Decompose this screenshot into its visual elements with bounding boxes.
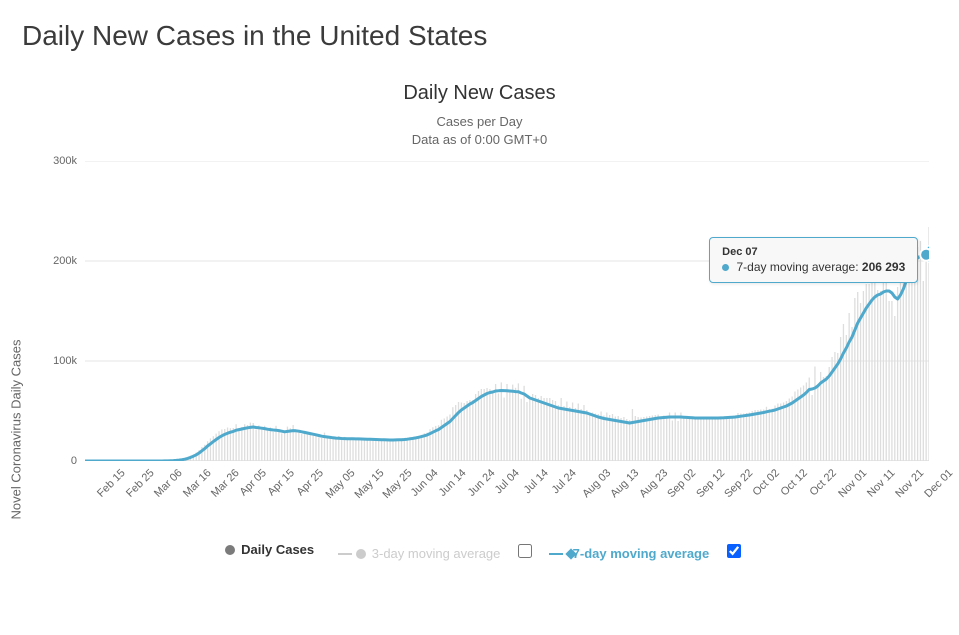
x-tick-label: Jul 14 [521,467,550,496]
chart-subtitle-line1: Cases per Day [437,114,523,129]
x-tick-label: May 05 [324,467,358,501]
x-tick-label: Mar 06 [152,467,185,500]
plot-area[interactable]: Dec 07 7-day moving average: 206 293 010… [85,161,929,461]
x-tick-label: Feb 15 [95,467,128,500]
x-tick-label: Nov 11 [865,467,898,500]
y-axis-title: Novel Coronavirus Daily Cases [9,340,24,520]
legend-item-avg3[interactable]: 3-day moving average [338,546,501,561]
y-tick-label: 200k [53,255,77,267]
x-tick-label: Oct 22 [807,467,838,498]
line-icon [549,553,563,555]
x-tick-label: Oct 12 [779,467,810,498]
x-tick-label: Mar 26 [209,467,242,500]
legend-daily-label: Daily Cases [241,542,314,557]
x-tick-label: Oct 02 [750,467,781,498]
chart-subtitle: Cases per Day Data as of 0:00 GMT+0 [0,113,959,149]
x-tick-label: Apr 25 [294,467,325,498]
x-tick-label: Sep 12 [694,467,727,500]
page-title: Daily New Cases in the United States [22,20,959,52]
x-tick-label: Sep 02 [665,467,698,500]
x-tick-label: Jun 14 [437,467,469,499]
x-tick-label: Dec 01 [922,467,955,500]
legend-avg7-label: 7-day moving average [573,546,710,561]
chart-title: Daily New Cases [0,82,959,105]
x-tick-label: Feb 25 [124,467,157,500]
legend-item-avg7[interactable]: 7-day moving average [549,546,710,561]
x-tick-label: May 25 [381,467,415,501]
x-tick-label: Jul 24 [550,467,579,496]
x-tick-label: Nov 21 [894,467,927,500]
x-tick-label: May 15 [352,467,386,501]
x-tick-label: Nov 01 [837,467,870,500]
legend-checkbox-daily[interactable] [518,544,532,558]
circle-icon [356,549,366,559]
circle-icon [225,545,235,555]
chart-svg [85,161,929,461]
x-tick-label: Jun 24 [465,467,497,499]
x-tick-label: Sep 22 [723,467,756,500]
y-tick-label: 300k [53,155,77,167]
x-tick-label: Jun 04 [408,467,440,499]
x-tick-label: Aug 13 [608,467,641,500]
x-tick-label: Apr 05 [237,467,268,498]
chart-container: Daily New Cases Cases per Day Data as of… [0,82,959,561]
x-tick-label: Aug 03 [580,467,613,500]
legend: Daily Cases 3-day moving average 7-day m… [0,541,959,561]
x-tick-label: Mar 16 [181,467,214,500]
line-icon [338,553,352,555]
x-tick-label: Aug 23 [637,467,670,500]
x-tick-label: Apr 15 [266,467,297,498]
legend-avg3-label: 3-day moving average [372,546,501,561]
legend-checkbox-avg7[interactable] [727,544,741,558]
legend-item-daily[interactable]: Daily Cases [225,542,314,557]
y-tick-label: 100k [53,355,77,367]
chart-subtitle-line2: Data as of 0:00 GMT+0 [412,132,547,147]
x-axis: Feb 15Feb 25Mar 06Mar 16Mar 26Apr 05Apr … [85,461,929,531]
x-tick-label: Jul 04 [493,467,522,496]
y-tick-label: 0 [71,455,77,467]
